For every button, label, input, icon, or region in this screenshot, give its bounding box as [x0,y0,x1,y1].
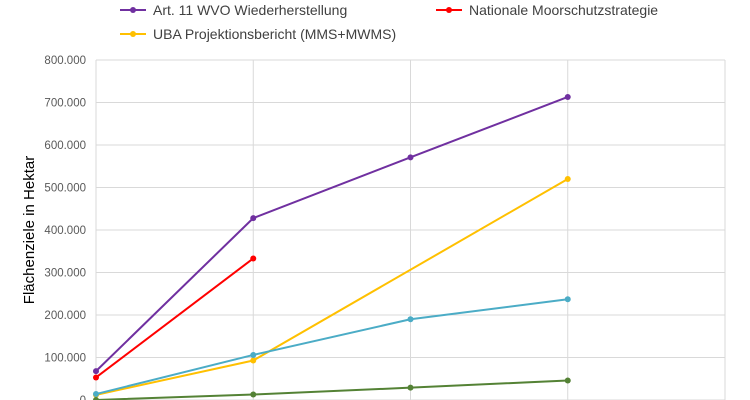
data-point [407,316,414,323]
legend-label: UBA Projektionsbericht (MMS+MWMS) [153,26,396,42]
series-line [95,379,568,400]
y-tick-label: 500.000 [44,183,86,195]
series-0 [93,93,571,375]
legend-item[interactable]: Art. 11 WVO Wiederherstellung [120,2,347,18]
legend-marker [446,7,452,13]
data-point [93,391,99,398]
data-point [564,176,571,182]
legend[interactable]: Art. 11 WVO Wiederherstellung Nationale M… [120,2,658,42]
data-point [564,93,571,100]
y-tick-label: 300.000 [44,268,86,280]
data-point [250,391,257,398]
y-tick-label: 700.000 [44,98,86,110]
y-tick-label: 800.000 [44,55,86,67]
y-tick-label: 100.000 [44,353,86,365]
y-axis-tick-labels: 0 100.000 200.000 300.000 400.000 500.000 600.… [44,55,86,400]
data-point [564,296,571,303]
series-line [95,257,254,379]
legend-marker [130,7,136,13]
y-tick-label: 600.000 [44,140,86,152]
gridlines [95,59,726,400]
y-tick-label: 400.000 [44,225,86,237]
legend-item[interactable]: UBA Projektionsbericht (MMS+MWMS) [120,26,396,42]
series-1 [93,255,257,381]
y-axis-label: Flächenziele in Hektar [21,156,38,304]
legend-marker [130,31,136,37]
series-line [95,178,569,396]
y-tick-label: 200.000 [44,310,86,322]
series-2 [93,176,571,398]
data-point [250,215,257,222]
series-lines [93,93,571,400]
series-3 [93,296,571,398]
data-point [250,357,257,364]
data-point [407,384,414,391]
y-tick-label: 0 [80,395,86,400]
data-point [93,374,99,381]
data-point [250,351,257,358]
series-line [95,96,569,372]
data-point [407,154,414,161]
data-point [93,397,99,400]
data-point [93,368,99,375]
legend-label: Art. 11 WVO Wiederherstellung [153,2,347,18]
data-point [564,377,571,384]
legend-item[interactable]: Nationale Moorschutzstrategie [436,2,658,18]
series-4 [93,377,571,400]
series-line [95,298,568,396]
data-point [250,255,257,262]
legend-label: Nationale Moorschutzstrategie [469,2,658,18]
